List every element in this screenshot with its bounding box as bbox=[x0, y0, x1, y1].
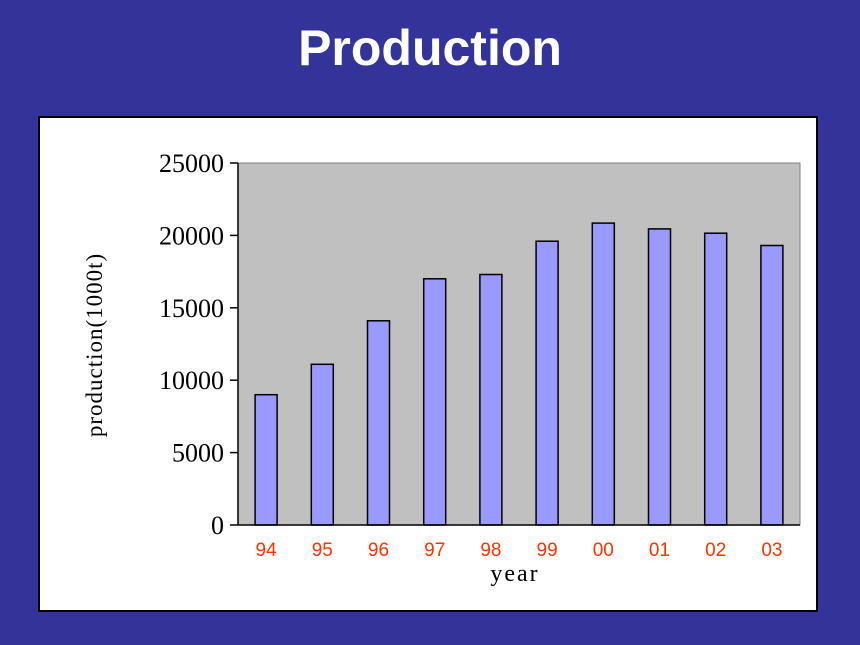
bar-97 bbox=[422, 278, 447, 526]
y-tick-label: 5000 bbox=[172, 439, 224, 468]
bar-98 bbox=[479, 273, 503, 526]
bar-00 bbox=[591, 222, 616, 526]
chart-frame: 0 5000 10000 15000 20000 25000 94 95 96 97 98 99 00… bbox=[38, 116, 818, 612]
bar-chart: 0 5000 10000 15000 20000 25000 94 95 96 97 98 99 00… bbox=[82, 149, 801, 587]
y-axis-label: production(1000t) bbox=[82, 253, 107, 437]
y-tick-label: 25000 bbox=[159, 149, 224, 178]
slide-title: Production bbox=[298, 20, 562, 76]
bar-99 bbox=[535, 240, 559, 526]
x-tick-label: 96 bbox=[368, 540, 389, 561]
x-tick-label: 95 bbox=[312, 540, 333, 561]
x-tick-label: 03 bbox=[761, 540, 782, 561]
x-tick-label: 01 bbox=[649, 540, 670, 561]
x-tick-label: 99 bbox=[537, 540, 558, 561]
bar-02 bbox=[703, 232, 728, 526]
y-tick-label: 20000 bbox=[159, 221, 224, 250]
x-tick-label: 98 bbox=[480, 540, 501, 561]
bar-95 bbox=[310, 363, 335, 526]
bar-01 bbox=[647, 228, 672, 526]
x-tick-label: 97 bbox=[424, 540, 445, 561]
x-tick-label: 02 bbox=[705, 540, 726, 561]
x-tick-label: 94 bbox=[256, 540, 278, 561]
y-tick-label: 10000 bbox=[159, 366, 224, 395]
x-axis-label: year bbox=[490, 561, 539, 587]
y-tick-label: 0 bbox=[211, 511, 224, 540]
bar-94 bbox=[254, 393, 278, 526]
y-tick-label: 15000 bbox=[159, 294, 224, 323]
x-tick-label: 00 bbox=[593, 540, 614, 561]
bar-03 bbox=[760, 244, 784, 526]
bar-96 bbox=[366, 320, 391, 526]
